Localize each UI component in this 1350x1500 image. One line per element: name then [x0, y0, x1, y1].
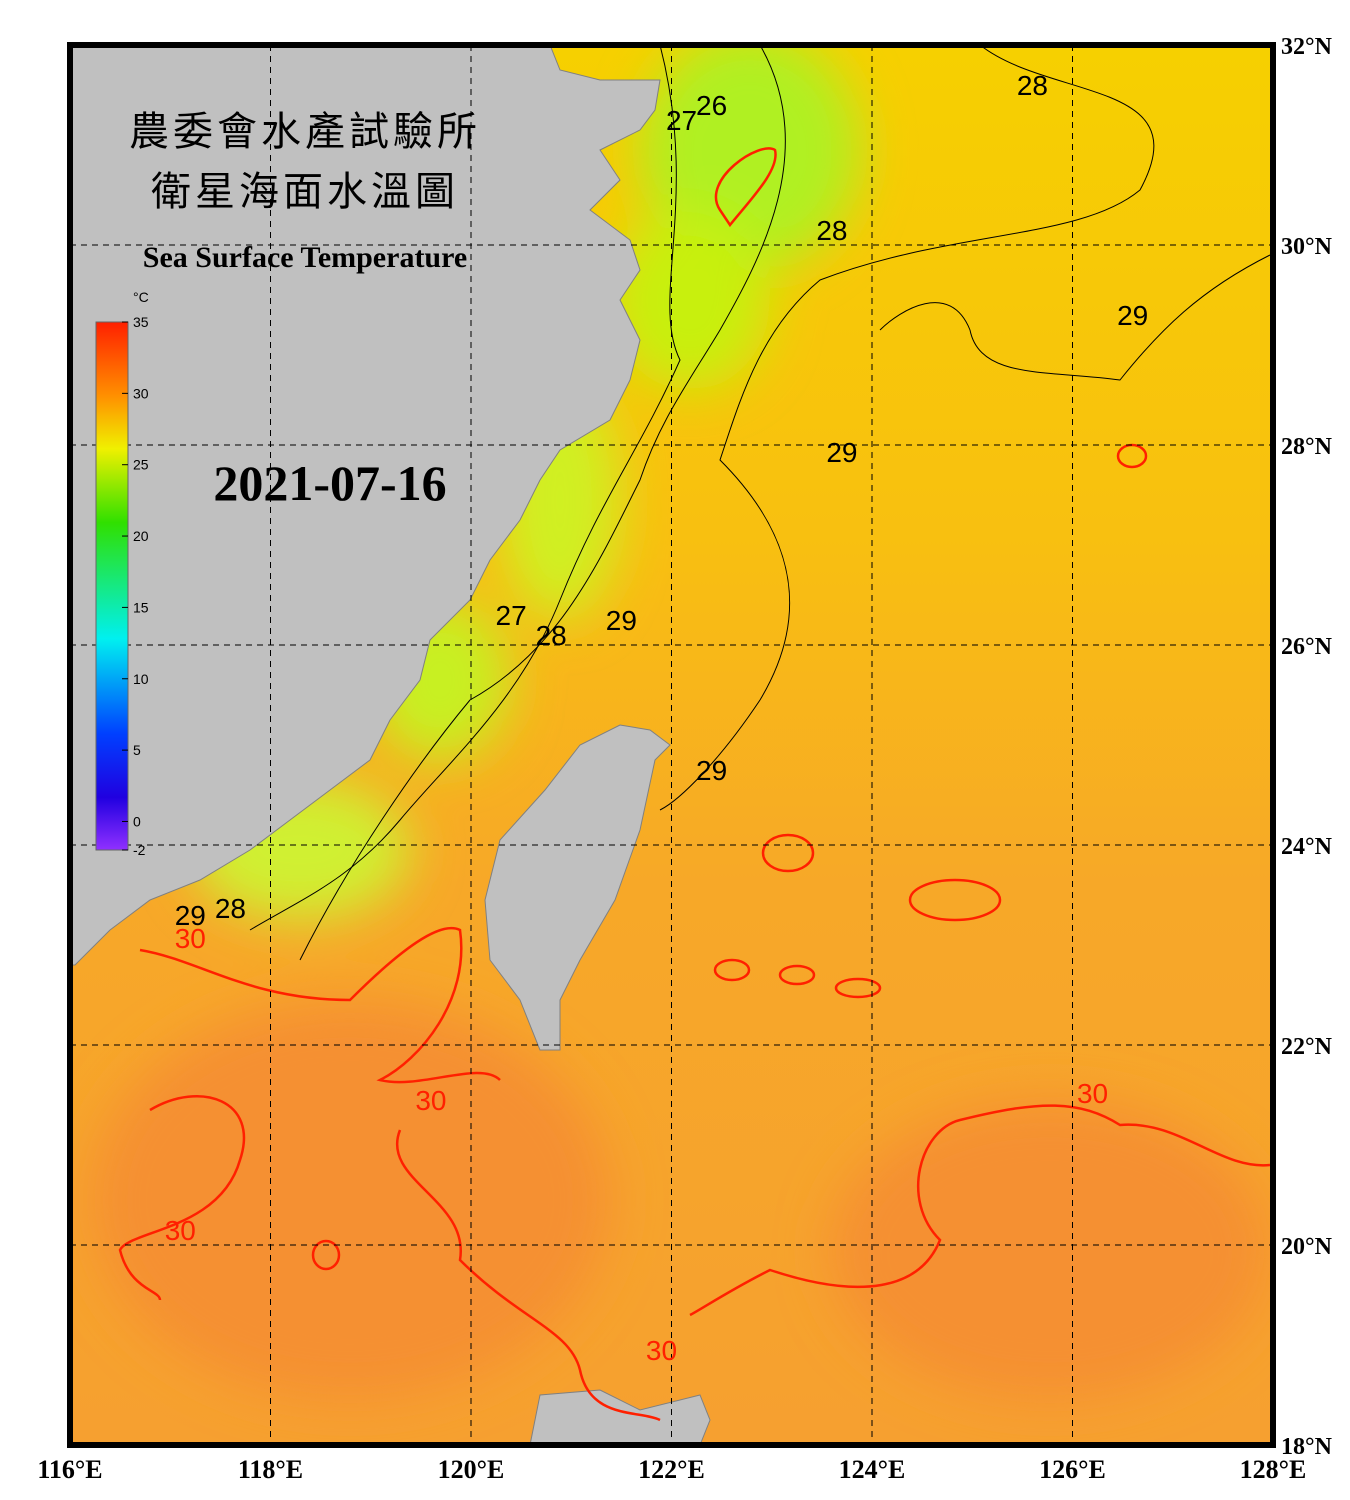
contour-label: 30 — [175, 923, 206, 954]
x-tick-label: 124°E — [839, 1455, 906, 1484]
colorbar-tick-label: 20 — [133, 528, 149, 544]
isotherms-black — [249, 45, 1271, 961]
contour-label: 28 — [536, 620, 567, 651]
subtitle-zh: 衛星海面水溫圖 — [151, 169, 459, 214]
x-tick-label: 126°E — [1039, 1455, 1106, 1484]
taiwan — [484, 724, 671, 1051]
contour-label: 30 — [1077, 1078, 1108, 1109]
isotherms-red — [118, 147, 1271, 1422]
contour-label: 28 — [215, 893, 246, 924]
y-tick-label: 26°N — [1281, 634, 1333, 660]
contour-label: 30 — [415, 1085, 446, 1116]
contour-label: 27 — [666, 105, 697, 136]
x-tick-label: 128°E — [1240, 1455, 1307, 1484]
y-tick-label: 18°N — [1281, 1434, 1333, 1460]
x-tick-label: 118°E — [238, 1455, 303, 1484]
title-zh: 農委會水產試驗所 — [129, 109, 481, 154]
x-tick-label: 122°E — [638, 1455, 705, 1484]
x-tick-label: 120°E — [438, 1455, 505, 1484]
mainland — [70, 45, 661, 966]
contour-label: 28 — [1017, 70, 1048, 101]
contour-label: 28 — [816, 215, 847, 246]
colorbar — [95, 321, 129, 851]
contour-label: 29 — [175, 900, 206, 931]
contour-label: 29 — [696, 755, 727, 786]
contour-label: 27 — [496, 600, 527, 631]
hainan-luzon — [529, 1389, 711, 1445]
y-tick-label: 28°N — [1281, 434, 1333, 460]
contour-label: 29 — [826, 437, 857, 468]
colorbar-tick-label: 15 — [133, 599, 149, 615]
map-frame — [67, 42, 1276, 1448]
x-tick-label: 116°E — [37, 1455, 102, 1484]
contour-label: 29 — [1117, 300, 1148, 331]
date: 2021-07-16 — [213, 455, 446, 511]
colorbar-tick-label: 25 — [133, 457, 149, 473]
colorbar-tick-label: -2 — [133, 842, 146, 858]
colorbar-tick-label: 10 — [133, 671, 149, 687]
colorbar-tick-label: 30 — [133, 385, 149, 401]
y-tick-label: 20°N — [1281, 1234, 1333, 1260]
y-tick-label: 22°N — [1281, 1034, 1333, 1060]
contour-label: 26 — [696, 90, 727, 121]
caption: Sea Surface Temperature — [143, 241, 467, 274]
y-tick-label: 32°N — [1281, 34, 1333, 60]
colorbar-tick-label: 35 — [133, 314, 149, 330]
colorbar-unit: °C — [133, 289, 149, 305]
contour-label: 30 — [165, 1215, 196, 1246]
colorbar-tick-label: 5 — [133, 742, 141, 758]
y-tick-label: 30°N — [1281, 234, 1333, 260]
y-tick-label: 24°N — [1281, 834, 1333, 860]
contour-label: 29 — [606, 605, 637, 636]
colorbar-tick-label: 0 — [133, 813, 141, 829]
contour-label: 30 — [646, 1335, 677, 1366]
